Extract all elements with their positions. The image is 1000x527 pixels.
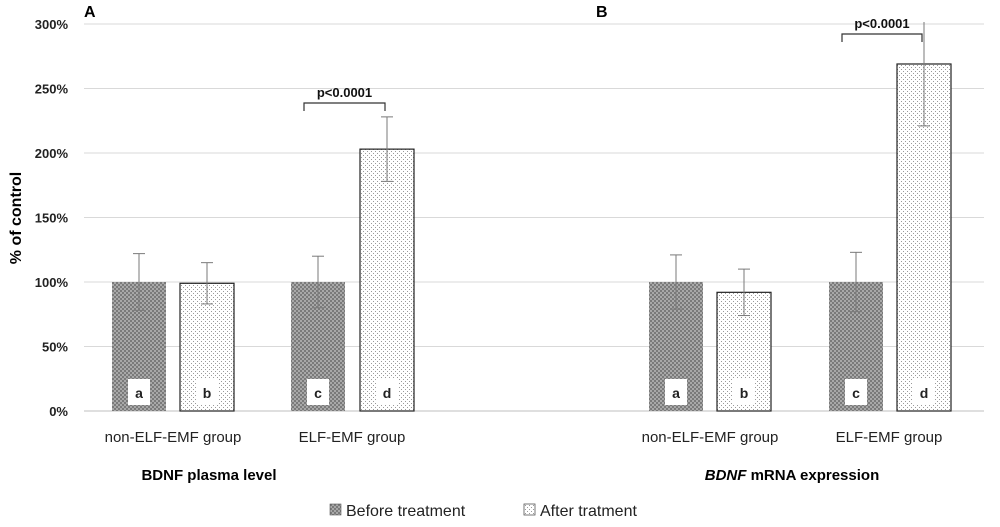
bar-a-after-1 bbox=[359, 148, 415, 412]
significance-bracket-b bbox=[841, 33, 923, 42]
bar-label-box bbox=[376, 379, 398, 405]
category-label-b-elf: ELF-EMF group bbox=[836, 429, 943, 446]
bars-layer: a c b d p<0.0001 a c b d p<0.0001 bbox=[112, 16, 952, 412]
bar-label: a bbox=[135, 385, 143, 401]
bar-label-box bbox=[128, 379, 150, 405]
y-axis-ticks: 0% 50% 100% 150% 200% 250% 300% bbox=[35, 17, 69, 419]
y-tick-label: 50% bbox=[42, 340, 68, 355]
legend: Before treatment After tratment bbox=[329, 503, 637, 520]
panel-a-title-bold: BDNF bbox=[141, 467, 183, 484]
y-tick-label: 250% bbox=[35, 82, 69, 97]
panel-a-title: BDNF plasma level bbox=[141, 467, 276, 484]
bar-label-box bbox=[845, 379, 867, 405]
panel-b-title: BDNF mRNA expression bbox=[705, 467, 880, 484]
p-value-b: p<0.0001 bbox=[854, 16, 909, 31]
bar-label: b bbox=[203, 385, 212, 401]
bar-label: c bbox=[314, 385, 322, 401]
significance-bracket-a bbox=[303, 102, 386, 111]
legend-before-swatch bbox=[329, 503, 342, 516]
bar-label-box bbox=[665, 379, 687, 405]
p-value-a: p<0.0001 bbox=[317, 85, 372, 100]
bar-label: b bbox=[740, 385, 749, 401]
category-label-a-non-elf: non-ELF-EMF group bbox=[105, 429, 242, 446]
panel-b-label: B bbox=[596, 4, 608, 21]
legend-before-label: Before treatment bbox=[346, 503, 466, 520]
y-tick-label: 100% bbox=[35, 275, 69, 290]
panel-b-title-italic: BDNF bbox=[705, 467, 747, 484]
bar-label-box bbox=[913, 379, 935, 405]
y-tick-label: 0% bbox=[49, 404, 68, 419]
category-label-a-elf: ELF-EMF group bbox=[299, 429, 406, 446]
y-tick-label: 300% bbox=[35, 17, 69, 32]
bar-label: d bbox=[920, 385, 929, 401]
bar-label: d bbox=[383, 385, 392, 401]
legend-after-swatch bbox=[523, 503, 536, 516]
panel-b-title-rest: mRNA expression bbox=[746, 467, 879, 484]
y-axis-label: % of control bbox=[8, 172, 25, 264]
bar-label-box bbox=[307, 379, 329, 405]
panel-a-label: A bbox=[84, 4, 96, 21]
panel-a-title-rest: plasma level bbox=[183, 467, 276, 484]
y-tick-label: 200% bbox=[35, 146, 69, 161]
bar-label-box bbox=[733, 379, 755, 405]
bar-label: a bbox=[672, 385, 680, 401]
bar-label: c bbox=[852, 385, 860, 401]
y-tick-label: 150% bbox=[35, 211, 69, 226]
legend-after-label: After tratment bbox=[540, 503, 637, 520]
category-label-b-non-elf: non-ELF-EMF group bbox=[642, 429, 779, 446]
bar-label-box bbox=[196, 379, 218, 405]
